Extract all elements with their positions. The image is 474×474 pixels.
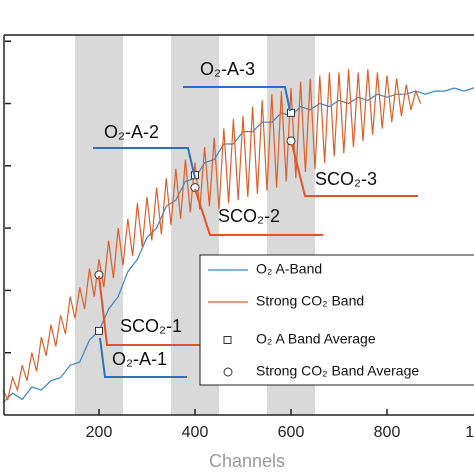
annotation: O₂-A-1 xyxy=(112,349,167,369)
gray-band xyxy=(75,35,123,415)
legend-label: O₂ A Band Average xyxy=(256,331,376,347)
x-axis-label: Channels xyxy=(209,451,285,471)
annotation-line xyxy=(183,86,291,112)
legend-box xyxy=(199,254,474,386)
annotation-line xyxy=(291,143,418,197)
annotation: O₂-A-2 xyxy=(104,122,159,142)
annotation-line xyxy=(93,147,196,179)
circle-marker xyxy=(286,136,296,146)
annotation: SCO₂-3 xyxy=(315,169,377,189)
legend-swatch xyxy=(223,367,233,377)
legend-label: Strong CO₂ Band Average xyxy=(256,363,419,379)
annotation: SCO₂-2 xyxy=(218,206,280,226)
annotation: SCO₂-1 xyxy=(120,316,182,336)
x-tick-label: 600 xyxy=(278,424,305,441)
x-tick-label: 400 xyxy=(182,424,209,441)
square-marker xyxy=(95,326,103,335)
legend-label: O₂ A-Band xyxy=(256,261,322,277)
series-line xyxy=(2,87,474,403)
x-tick-label: 1000 xyxy=(465,424,474,441)
series-line xyxy=(2,69,422,402)
annotation-line xyxy=(98,275,200,346)
square-marker xyxy=(287,108,295,117)
annotation-line xyxy=(194,188,323,236)
annotation-line xyxy=(99,337,187,378)
x-tick-label: 800 xyxy=(374,424,401,441)
legend-label: Strong CO₂ Band xyxy=(256,293,364,309)
annotation: O₂-A-3 xyxy=(200,59,255,79)
x-tick-label: 200 xyxy=(86,424,113,441)
legend-swatch xyxy=(223,336,232,344)
